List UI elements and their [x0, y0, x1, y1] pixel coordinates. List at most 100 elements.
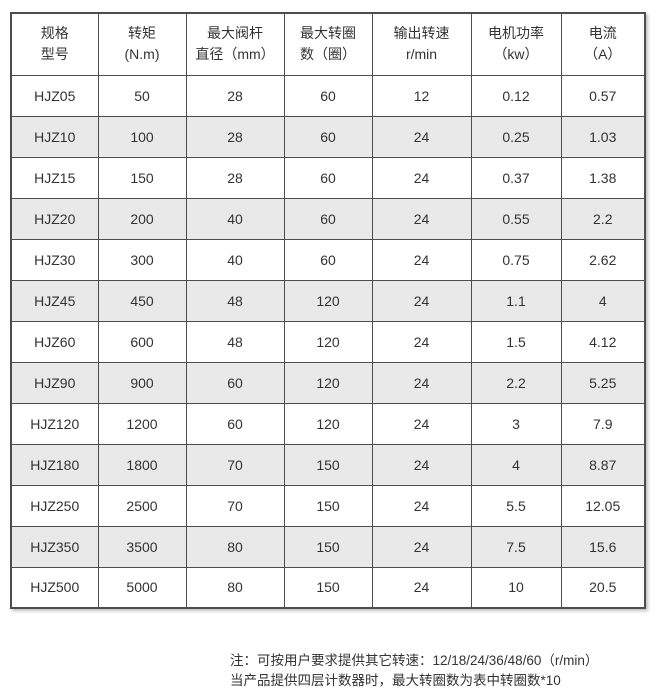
cell-stem-diameter: 48: [185, 279, 285, 322]
spec-table-body: HJZ05 50 28 60 12 0.12 0.57 HJZ10 100 28…: [10, 74, 646, 609]
cell-stem-diameter: 48: [185, 320, 285, 363]
header-cell-max-turns: 最大转圈 数（圈）: [283, 12, 373, 76]
cell-stem-diameter: 80: [185, 566, 285, 609]
cell-max-turns: 150: [283, 525, 373, 568]
cell-torque: 900: [97, 361, 187, 404]
cell-motor-power: 0.12: [470, 74, 562, 117]
footnote-line-1: 注：可按用户要求提供其它转速：12/18/24/36/48/60（r/min）: [230, 653, 599, 668]
cell-output-speed: 24: [371, 525, 472, 568]
cell-model: HJZ90: [10, 361, 99, 404]
cell-model: HJZ250: [10, 484, 99, 527]
header-cell-torque: 转矩 (N.m): [97, 12, 187, 76]
cell-torque: 450: [97, 279, 187, 322]
cell-stem-diameter: 70: [185, 484, 285, 527]
cell-torque: 300: [97, 238, 187, 281]
table-row: HJZ250 2500 70 150 24 5.5 12.05: [10, 484, 646, 527]
cell-model: HJZ10: [10, 115, 99, 158]
cell-max-turns: 60: [283, 115, 373, 158]
cell-torque: 200: [97, 197, 187, 240]
table-row: HJZ120 1200 60 120 24 3 7.9: [10, 402, 646, 445]
cell-output-speed: 24: [371, 361, 472, 404]
cell-model: HJZ60: [10, 320, 99, 363]
cell-motor-power: 0.37: [470, 156, 562, 199]
table-row: HJZ10 100 28 60 24 0.25 1.03: [10, 115, 646, 158]
footnote-line-2: 当产品提供四层计数器时，最大转圈数为表中转圈数*10: [230, 673, 561, 688]
cell-current: 1.38: [560, 156, 646, 199]
footnotes: 注：可按用户要求提供其它转速：12/18/24/36/48/60（r/min） …: [230, 651, 598, 691]
spec-table-container: 规格 型号 转矩 (N.m) 最大阀杆 直径（mm） 最大转圈 数（圈）: [10, 12, 646, 609]
cell-stem-diameter: 80: [185, 525, 285, 568]
cell-torque: 5000: [97, 566, 187, 609]
cell-model: HJZ20: [10, 197, 99, 240]
cell-motor-power: 0.25: [470, 115, 562, 158]
cell-stem-diameter: 60: [185, 402, 285, 445]
cell-motor-power: 7.5: [470, 525, 562, 568]
cell-current: 2.2: [560, 197, 646, 240]
cell-motor-power: 1.5: [470, 320, 562, 363]
table-row: HJZ45 450 48 120 24 1.1 4: [10, 279, 646, 322]
cell-torque: 50: [97, 74, 187, 117]
cell-current: 4: [560, 279, 646, 322]
cell-max-turns: 60: [283, 156, 373, 199]
cell-torque: 1200: [97, 402, 187, 445]
header-cell-motor-power: 电机功率 （kw）: [470, 12, 562, 76]
cell-output-speed: 24: [371, 156, 472, 199]
cell-torque: 1800: [97, 443, 187, 486]
cell-max-turns: 120: [283, 402, 373, 445]
cell-stem-diameter: 28: [185, 115, 285, 158]
cell-motor-power: 1.1: [470, 279, 562, 322]
spec-table: 规格 型号 转矩 (N.m) 最大阀杆 直径（mm） 最大转圈 数（圈）: [10, 12, 646, 609]
cell-max-turns: 120: [283, 279, 373, 322]
cell-stem-diameter: 40: [185, 238, 285, 281]
cell-max-turns: 150: [283, 484, 373, 527]
cell-motor-power: 0.75: [470, 238, 562, 281]
header-power-line1: 电机功率: [488, 24, 544, 41]
header-speed-line1: 输出转速: [393, 24, 450, 41]
header-speed-line2: r/min: [405, 46, 438, 63]
cell-output-speed: 24: [371, 443, 472, 486]
spec-table-header: 规格 型号 转矩 (N.m) 最大阀杆 直径（mm） 最大转圈 数（圈）: [10, 12, 646, 76]
header-turns-line1: 最大转圈: [300, 24, 356, 41]
cell-output-speed: 24: [371, 484, 472, 527]
cell-max-turns: 120: [283, 361, 373, 404]
cell-motor-power: 4: [470, 443, 562, 486]
table-row: HJZ180 1800 70 150 24 4 8.87: [10, 443, 646, 486]
cell-model: HJZ05: [10, 74, 99, 117]
cell-output-speed: 24: [371, 566, 472, 609]
cell-torque: 150: [97, 156, 187, 199]
table-row: HJZ30 300 40 60 24 0.75 2.62: [10, 238, 646, 281]
header-model-line2: 型号: [40, 46, 69, 63]
cell-max-turns: 60: [283, 197, 373, 240]
cell-stem-diameter: 28: [185, 156, 285, 199]
cell-current: 2.62: [560, 238, 646, 281]
cell-output-speed: 24: [371, 197, 472, 240]
table-row: HJZ350 3500 80 150 24 7.5 15.6: [10, 525, 646, 568]
header-power-line2: （kw）: [493, 46, 539, 63]
cell-model: HJZ30: [10, 238, 99, 281]
cell-model: HJZ180: [10, 443, 99, 486]
cell-max-turns: 120: [283, 320, 373, 363]
header-torque-line1: 转矩: [128, 24, 156, 41]
header-stem-line2: 直径（mm）: [195, 46, 275, 63]
cell-model: HJZ350: [10, 525, 99, 568]
cell-current: 20.5: [560, 566, 646, 609]
cell-max-turns: 150: [283, 566, 373, 609]
cell-torque: 2500: [97, 484, 187, 527]
cell-stem-diameter: 28: [185, 74, 285, 117]
table-row: HJZ15 150 28 60 24 0.37 1.38: [10, 156, 646, 199]
table-row: HJZ90 900 60 120 24 2.2 5.25: [10, 361, 646, 404]
table-row: HJZ20 200 40 60 24 0.55 2.2: [10, 197, 646, 240]
cell-max-turns: 150: [283, 443, 373, 486]
table-row: HJZ60 600 48 120 24 1.5 4.12: [10, 320, 646, 363]
cell-stem-diameter: 70: [185, 443, 285, 486]
cell-output-speed: 24: [371, 320, 472, 363]
cell-current: 8.87: [560, 443, 646, 486]
header-row: 规格 型号 转矩 (N.m) 最大阀杆 直径（mm） 最大转圈 数（圈）: [10, 12, 646, 76]
header-stem-line1: 最大阀杆: [207, 24, 263, 41]
cell-current: 7.9: [560, 402, 646, 445]
cell-motor-power: 5.5: [470, 484, 562, 527]
cell-stem-diameter: 60: [185, 361, 285, 404]
header-cell-stem-diameter: 最大阀杆 直径（mm）: [185, 12, 285, 76]
header-torque-line2: (N.m): [124, 46, 160, 63]
